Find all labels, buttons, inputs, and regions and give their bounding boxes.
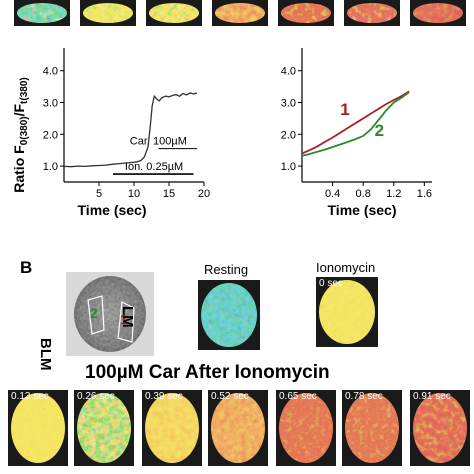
svg-text:Ratio F0(380)/Ft(380): Ratio F0(380)/Ft(380) <box>11 77 30 193</box>
heatmap-texture <box>201 283 257 347</box>
top-thumbnail <box>146 0 202 26</box>
series-heatmap-frame: 0.13 sec <box>8 390 68 466</box>
heatmap-texture <box>77 393 131 463</box>
heatmap-texture <box>215 3 265 23</box>
heatmap-texture <box>145 393 199 463</box>
heatmap-texture <box>413 3 463 23</box>
x-axis-label: Time (sec) <box>78 202 147 218</box>
panel-letter-b: B <box>20 258 33 277</box>
y-axis-label: Ratio F0(380)/Ft(380) <box>11 77 30 193</box>
region-1-outline <box>117 301 135 343</box>
x-tick-label: 15 <box>163 188 175 200</box>
series-heatmap-frame: 0.26 sec <box>74 390 134 466</box>
heatmap-texture <box>279 393 333 463</box>
series-heatmap-frame: 0.65 sec <box>276 390 336 466</box>
heatmap-texture <box>83 3 133 23</box>
y-axis-label-main: Ratio F <box>11 145 27 193</box>
lm-label: LM <box>119 306 136 328</box>
x-tick-label: 10 <box>128 188 140 200</box>
y-axis-label-sub1: 0(380) <box>19 116 30 145</box>
series-time-label: 0.65 sec <box>279 391 317 402</box>
series-heatmap-frame: 0.39 sec <box>142 390 202 466</box>
resting-label: Resting <box>204 262 249 277</box>
top-thumbnail <box>212 0 268 26</box>
series-heatmap-frame: 0.91 sec <box>410 390 470 466</box>
annotation-label-car: Car. 100µM <box>130 136 187 148</box>
resting-heatmap-image <box>198 280 260 350</box>
heatmap-texture <box>211 393 265 463</box>
ionomycin-label: Ionomycin <box>316 260 376 275</box>
y-tick-label: 2.0 <box>43 129 58 141</box>
brightfield-cell-image: 2 1 <box>66 272 154 356</box>
series-heatmap-frame: 0.52 sec <box>208 390 268 466</box>
heatmap-texture <box>11 393 65 463</box>
y-tick-label: 4.0 <box>43 66 58 78</box>
ionomycin-heatmap-image: 0 sec <box>316 277 378 347</box>
series-time-label: 0.39 sec <box>145 391 183 402</box>
series-time-label: 0.26 sec <box>77 391 115 402</box>
region-2-label: 2 <box>90 305 98 321</box>
heatmap-texture <box>345 393 399 463</box>
top-thumbnail <box>14 0 70 26</box>
y-tick-label: 1.0 <box>43 161 58 173</box>
series-heatmap-frame: 0.78 sec <box>342 390 402 466</box>
heatmap-texture <box>413 393 467 463</box>
y-axis-label-slash: /F <box>11 104 27 117</box>
annotation-label-ion: Ion. 0.25µM <box>125 161 183 173</box>
heatmap-texture <box>319 280 375 344</box>
series-time-label: 0.78 sec <box>345 391 383 402</box>
y-axis-label-sub2: t(380) <box>19 77 30 104</box>
region-2-outline <box>87 295 105 335</box>
y-tick-label: 3.0 <box>43 98 58 110</box>
heatmap-texture <box>17 3 67 23</box>
ionomycin-time-label: 0 sec <box>319 278 343 289</box>
blm-label: BLM <box>37 338 54 371</box>
heatmap-texture <box>149 3 199 23</box>
heatmap-texture <box>281 3 331 23</box>
top-thumbnail <box>410 0 466 26</box>
heatmap-texture <box>347 3 397 23</box>
x-tick-label: 5 <box>96 188 102 200</box>
series-line-ratio <box>63 92 198 168</box>
top-thumbnail <box>278 0 334 26</box>
x-tick-label: 20 <box>198 188 210 200</box>
series-title: 100µM Car After Ionomycin <box>85 362 330 383</box>
top-thumbnail <box>344 0 400 26</box>
region-1-label: 1 <box>120 311 128 327</box>
series-time-label: 0.52 sec <box>211 391 249 402</box>
series-time-label: 0.91 sec <box>413 391 451 402</box>
series-time-label: 0.13 sec <box>11 391 49 402</box>
top-thumbnail <box>80 0 136 26</box>
